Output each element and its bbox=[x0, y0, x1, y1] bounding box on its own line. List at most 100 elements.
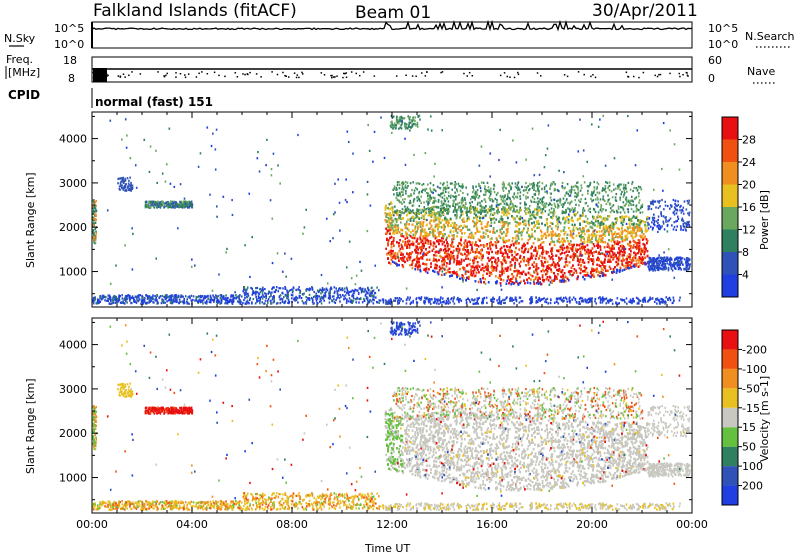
heatmap-cell bbox=[316, 297, 319, 300]
heatmap-cell bbox=[179, 300, 182, 303]
heatmap-cell bbox=[433, 301, 436, 304]
heatmap-cell bbox=[166, 295, 168, 298]
heatmap-cell bbox=[126, 294, 129, 297]
heatmap-cell bbox=[663, 300, 665, 303]
heatmap-cell bbox=[281, 298, 284, 301]
heatmap-cell bbox=[147, 295, 149, 299]
heatmap-cell bbox=[435, 302, 438, 305]
heatmap-cell bbox=[170, 300, 172, 303]
heatmap-cell bbox=[180, 200, 183, 203]
heatmap-cell bbox=[415, 297, 418, 300]
heatmap-cell bbox=[115, 296, 117, 299]
heatmap-cell bbox=[358, 301, 360, 304]
heatmap-cell bbox=[206, 300, 208, 304]
heatmap-cell bbox=[595, 302, 597, 305]
heatmap-cell bbox=[371, 294, 374, 298]
heatmap-cell bbox=[291, 288, 293, 291]
heatmap-cell bbox=[662, 299, 664, 302]
heatmap-cell bbox=[146, 297, 149, 300]
heatmap-cell bbox=[148, 299, 151, 302]
heatmap-cell bbox=[119, 181, 122, 184]
freq-label-line2: [MHz] bbox=[8, 66, 40, 79]
heatmap-cell bbox=[248, 298, 251, 302]
heatmap-cell bbox=[496, 299, 498, 302]
heatmap-cell bbox=[338, 287, 340, 290]
heatmap-cell bbox=[92, 199, 95, 202]
heatmap-cell bbox=[558, 297, 561, 300]
heatmap-cell bbox=[542, 298, 544, 301]
heatmap-cell bbox=[131, 296, 133, 300]
heatmap-cell bbox=[143, 299, 146, 302]
heatmap-cell bbox=[190, 204, 192, 208]
heatmap-cell bbox=[385, 302, 387, 305]
heatmap-cell bbox=[397, 302, 399, 305]
heatmap-cell bbox=[170, 295, 173, 298]
heatmap-cell bbox=[167, 201, 170, 204]
heatmap-cell bbox=[471, 298, 474, 302]
heatmap-cell bbox=[232, 296, 234, 299]
heatmap-cell bbox=[529, 298, 531, 301]
heatmap-cell bbox=[636, 302, 639, 305]
heatmap-cell bbox=[239, 302, 242, 305]
heatmap-cell bbox=[678, 299, 681, 302]
nsky-trace bbox=[91, 19, 693, 48]
heatmap-cell bbox=[335, 287, 337, 290]
heatmap-cell bbox=[412, 301, 414, 304]
heatmap-cell bbox=[188, 203, 191, 207]
heatmap-cell bbox=[366, 302, 369, 305]
heatmap-cell bbox=[482, 298, 485, 301]
heatmap-cell bbox=[301, 300, 304, 303]
heatmap-cell bbox=[498, 302, 501, 305]
heatmap-cell bbox=[180, 295, 182, 299]
heatmap-cell bbox=[236, 295, 239, 298]
heatmap-cell bbox=[255, 290, 257, 293]
heatmap-cell bbox=[92, 298, 95, 301]
heatmap-cell bbox=[171, 301, 174, 304]
heatmap-cell bbox=[180, 204, 183, 208]
heatmap-cell bbox=[150, 299, 153, 302]
heatmap-cell bbox=[130, 183, 132, 186]
heatmap-cell bbox=[586, 299, 588, 302]
heatmap-cell bbox=[120, 301, 122, 304]
heatmap-cell bbox=[97, 301, 99, 305]
heatmap-cell bbox=[178, 301, 181, 304]
heatmap-cell bbox=[509, 296, 512, 299]
heatmap-cell bbox=[113, 294, 115, 298]
heatmap-cell bbox=[337, 296, 339, 299]
heatmap-cell bbox=[346, 288, 349, 291]
heatmap-cell bbox=[183, 297, 186, 301]
heatmap-cell bbox=[225, 294, 227, 297]
heatmap-cell bbox=[153, 301, 155, 304]
heatmap-cell bbox=[629, 301, 632, 304]
heatmap-cell bbox=[319, 297, 322, 301]
heatmap-cell bbox=[351, 301, 354, 305]
heatmap-cell bbox=[543, 297, 545, 300]
heatmap-cell bbox=[566, 300, 569, 303]
heatmap-cell bbox=[298, 286, 300, 289]
heatmap-cell bbox=[578, 297, 581, 300]
heatmap-cell bbox=[98, 301, 100, 304]
heatmap-cell bbox=[182, 295, 184, 298]
heatmap-cell bbox=[92, 296, 95, 300]
heatmap-cell bbox=[568, 297, 571, 300]
heatmap-cell bbox=[288, 289, 291, 293]
heatmap-cell bbox=[601, 301, 604, 304]
heatmap-cell bbox=[264, 302, 266, 305]
heatmap-cell bbox=[597, 297, 600, 300]
heatmap-cell bbox=[174, 296, 176, 299]
heatmap-cell bbox=[147, 205, 150, 209]
heatmap-cell bbox=[511, 297, 513, 300]
heatmap-cell bbox=[207, 297, 210, 301]
heatmap-cell bbox=[95, 214, 97, 217]
heatmap-cell bbox=[475, 302, 477, 305]
heatmap-cell bbox=[649, 296, 651, 299]
heatmap-cell bbox=[439, 299, 441, 302]
heatmap-cell bbox=[138, 298, 141, 301]
heatmap-cell bbox=[156, 300, 159, 303]
heatmap-cell bbox=[229, 298, 232, 301]
heatmap-cell bbox=[271, 291, 273, 294]
heatmap-cell bbox=[556, 300, 558, 303]
heatmap-cell bbox=[296, 297, 299, 300]
heatmap-cell bbox=[179, 205, 182, 208]
heatmap-cell bbox=[343, 295, 345, 298]
